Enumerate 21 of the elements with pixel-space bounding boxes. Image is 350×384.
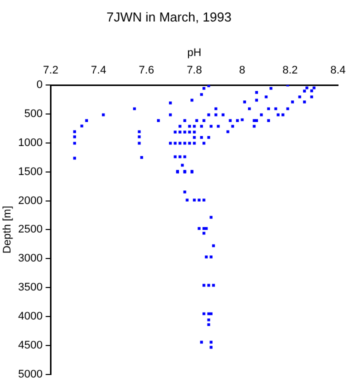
y-tick-label: 5000 bbox=[18, 368, 43, 380]
y-tick-label: 0 bbox=[36, 79, 43, 92]
y-axis-title: Depth [m] bbox=[2, 206, 14, 254]
y-tick-label: 2500 bbox=[18, 224, 43, 236]
chart-title: 7JWN in March, 1993 bbox=[106, 9, 232, 24]
y-tick-label: 3000 bbox=[18, 252, 43, 265]
x-tick-label: 8.4 bbox=[330, 64, 346, 76]
x-tick-label: 7.4 bbox=[90, 64, 106, 76]
y-tick-label: 3500 bbox=[18, 282, 43, 294]
x-tick-label: 7.2 bbox=[43, 64, 58, 76]
x-tick-label: 7.6 bbox=[138, 64, 154, 76]
y-tick-label: 4000 bbox=[18, 310, 43, 323]
y-tick-label: 1000 bbox=[18, 136, 43, 149]
y-tick-label: 4500 bbox=[18, 339, 43, 352]
x-tick-label: 8.2 bbox=[282, 64, 298, 76]
y-tick-label: 2000 bbox=[18, 194, 43, 207]
y-tick-label: 1500 bbox=[18, 166, 43, 178]
x-tick-label: 8 bbox=[239, 64, 246, 76]
x-tick-label: 7.8 bbox=[186, 64, 202, 76]
y-tick-label: 500 bbox=[24, 108, 43, 120]
x-axis-title: pH bbox=[187, 47, 202, 60]
